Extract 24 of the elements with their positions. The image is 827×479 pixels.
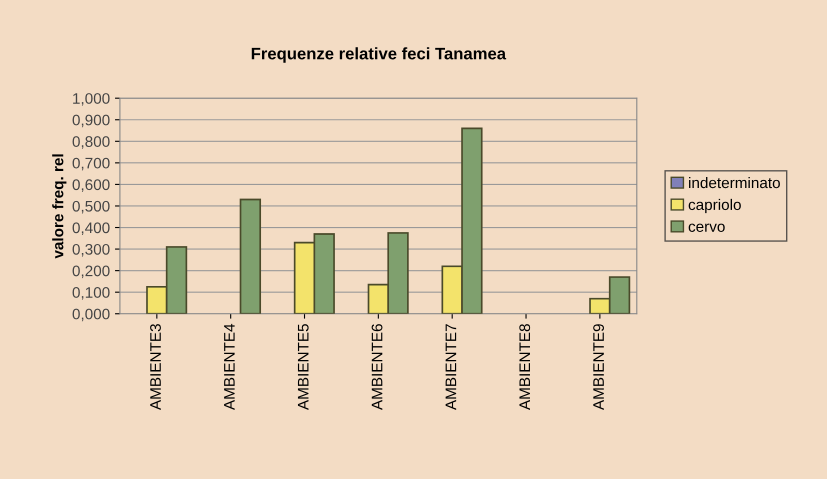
x-tick-label: AMBIENTE6 — [372, 324, 382, 410]
y-tick-label: 0,000 — [72, 308, 110, 322]
y-axis-title: valore freq. rel — [52, 154, 66, 259]
y-tick-label: 0,900 — [72, 114, 110, 128]
y-tick-label: 0,500 — [72, 200, 110, 214]
x-tick-label: AMBIENTE9 — [593, 324, 604, 410]
y-tick-label: 0,700 — [72, 158, 110, 170]
x-tick-label: AMBIENTE3 — [150, 324, 161, 410]
y-tick-label: 0,600 — [72, 179, 110, 192]
y-tick-label: 0,200 — [72, 266, 110, 278]
x-tick-label: AMBIENTE8 — [519, 324, 530, 410]
legend-label: indeterminato — [689, 176, 780, 188]
x-tick-label: AMBIENTE7 — [446, 324, 456, 410]
y-tick-label: 0,800 — [72, 136, 110, 149]
x-tick-label: AMBIENTE5 — [298, 324, 309, 410]
y-tick-label: 0,100 — [72, 287, 110, 300]
legend-label: capriolo — [688, 198, 741, 214]
y-tick-label: 0,400 — [72, 222, 110, 236]
y-tick-label: 0,300 — [72, 244, 110, 257]
bar — [240, 198, 262, 314]
y-tick-label: 1,000 — [73, 93, 110, 106]
legend-label: cervo — [688, 224, 725, 232]
x-tick-label: AMBIENTE4 — [224, 324, 235, 410]
chart-title: Frequenze relative feci Tanamea — [252, 47, 506, 63]
